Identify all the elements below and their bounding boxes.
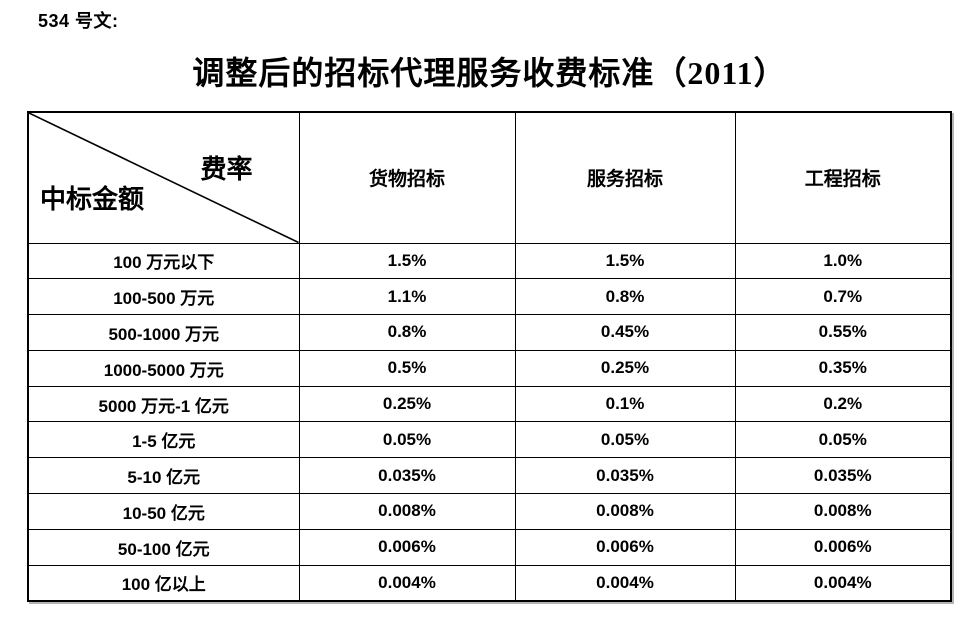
rate-value-goods: 0.8% — [298, 314, 516, 351]
row-label-amount-range: 500-1000 万元 — [27, 314, 300, 351]
row-label-amount-range: 100 亿以上 — [27, 564, 300, 602]
rate-value-goods: 0.05% — [298, 421, 516, 459]
column-header-service: 服务招标 — [514, 111, 736, 244]
rate-value-goods: 0.004% — [298, 564, 516, 602]
table-row: 100-500 万元 1.1% 0.8% 0.7% — [27, 278, 952, 316]
column-header-goods: 货物招标 — [298, 111, 516, 244]
rate-value-service: 0.45% — [514, 314, 736, 351]
row-label-amount-range: 5-10 亿元 — [27, 457, 300, 495]
row-label-amount-range: 1000-5000 万元 — [27, 349, 300, 387]
table-row: 500-1000 万元 0.8% 0.45% 0.55% — [27, 314, 952, 351]
corner-label-bid-amount: 中标金额 — [40, 184, 145, 214]
rate-value-service: 0.8% — [514, 278, 736, 316]
rate-value-engineering: 0.006% — [734, 528, 952, 566]
fee-table: 费率 中标金额 货物招标 服务招标 工程招标 100 万元以下 1.5% 1.5… — [27, 111, 952, 602]
rate-value-goods: 0.008% — [298, 493, 516, 530]
row-label-amount-range: 100 万元以下 — [27, 242, 300, 280]
rate-value-service: 0.006% — [514, 528, 736, 566]
table-row: 1000-5000 万元 0.5% 0.25% 0.35% — [27, 349, 952, 387]
table-row: 5000 万元-1 亿元 0.25% 0.1% 0.2% — [27, 385, 952, 423]
rate-value-service: 0.004% — [514, 564, 736, 602]
rate-value-goods: 0.5% — [298, 349, 516, 387]
doc-number-label: 534 号文: — [38, 11, 119, 31]
rate-value-service: 0.008% — [514, 493, 736, 530]
table-row: 1-5 亿元 0.05% 0.05% 0.05% — [27, 421, 952, 459]
rate-value-goods: 1.5% — [298, 242, 516, 280]
table-row: 100 亿以上 0.004% 0.004% 0.004% — [27, 564, 952, 602]
rate-value-service: 0.25% — [514, 349, 736, 387]
table-body: 100 万元以下 1.5% 1.5% 1.0% 100-500 万元 1.1% … — [27, 242, 952, 602]
rate-value-goods: 1.1% — [298, 278, 516, 316]
table-row: 50-100 亿元 0.006% 0.006% 0.006% — [27, 528, 952, 566]
rate-value-engineering: 0.05% — [734, 421, 952, 459]
rate-value-service: 0.05% — [514, 421, 736, 459]
diagonal-divider-line — [29, 113, 299, 243]
row-label-amount-range: 1-5 亿元 — [27, 421, 300, 459]
rate-value-service: 0.035% — [514, 457, 736, 495]
table-row: 10-50 亿元 0.008% 0.008% 0.008% — [27, 493, 952, 530]
row-label-amount-range: 100-500 万元 — [27, 278, 300, 316]
rate-value-engineering: 0.004% — [734, 564, 952, 602]
rate-value-goods: 0.25% — [298, 385, 516, 423]
corner-label-rate: 费率 — [200, 155, 253, 184]
row-label-amount-range: 10-50 亿元 — [27, 493, 300, 530]
rate-value-service: 0.1% — [514, 385, 736, 423]
rate-value-engineering: 0.035% — [734, 457, 952, 495]
rate-value-engineering: 0.7% — [734, 278, 952, 316]
row-label-amount-range: 5000 万元-1 亿元 — [27, 385, 300, 423]
rate-value-engineering: 0.008% — [734, 493, 952, 530]
rate-value-engineering: 0.35% — [734, 349, 952, 387]
corner-header-cell: 费率 中标金额 — [27, 111, 300, 244]
row-label-amount-range: 50-100 亿元 — [27, 528, 300, 566]
rate-value-service: 1.5% — [514, 242, 736, 280]
column-header-engineering: 工程招标 — [734, 111, 952, 244]
rate-value-engineering: 1.0% — [734, 242, 952, 280]
rate-value-goods: 0.035% — [298, 457, 516, 495]
rate-value-goods: 0.006% — [298, 528, 516, 566]
rate-value-engineering: 0.55% — [734, 314, 952, 351]
rate-value-engineering: 0.2% — [734, 385, 952, 423]
table-row: 5-10 亿元 0.035% 0.035% 0.035% — [27, 457, 952, 495]
table-header-row: 费率 中标金额 货物招标 服务招标 工程招标 — [27, 111, 952, 244]
page-title: 调整后的招标代理服务收费标准（2011） — [192, 55, 787, 91]
table-row: 100 万元以下 1.5% 1.5% 1.0% — [27, 242, 952, 280]
